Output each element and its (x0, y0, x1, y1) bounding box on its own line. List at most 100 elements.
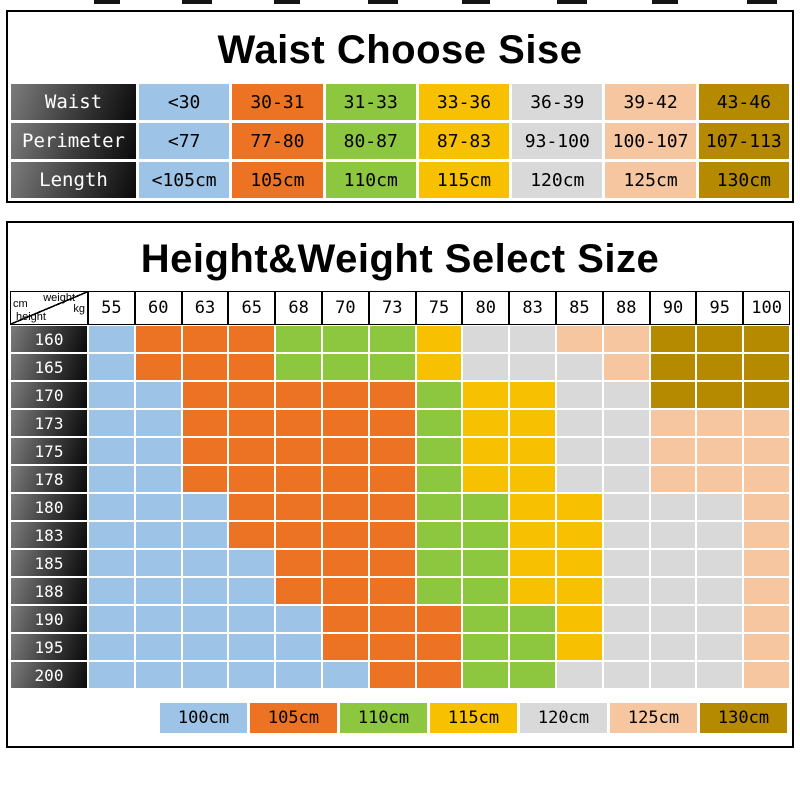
size-cell (649, 493, 697, 521)
size-cell (134, 437, 182, 465)
size-cell (462, 661, 510, 689)
waist-cell: <30 (139, 84, 230, 120)
size-cell (462, 493, 510, 521)
size-cell (368, 465, 416, 493)
size-cell (509, 633, 556, 661)
size-cell (509, 493, 556, 521)
waist-cell: 30-31 (232, 84, 323, 120)
size-cell (649, 437, 697, 465)
size-cell (555, 325, 603, 353)
weight-header-cell: 90 (649, 291, 697, 325)
size-cell (321, 605, 369, 633)
size-cell (228, 437, 276, 465)
size-chart-page: Waist Choose Sise Waist <30 30-31 31-33 33-3… (6, 0, 794, 748)
size-cell (602, 465, 650, 493)
size-cell (555, 605, 603, 633)
size-cell (275, 633, 322, 661)
size-cell (415, 437, 463, 465)
waist-row-label: Length (11, 162, 136, 198)
height-header-cell: 175 (10, 437, 88, 465)
size-cell (415, 409, 463, 437)
size-cell (181, 493, 229, 521)
size-cell (181, 381, 229, 409)
size-cell (368, 605, 416, 633)
size-cell (134, 549, 182, 577)
size-cell (509, 465, 556, 493)
size-cell (181, 465, 229, 493)
size-cell (696, 353, 744, 381)
size-cell (368, 325, 416, 353)
size-cell (649, 353, 697, 381)
legend-cell: 100cm (160, 703, 247, 733)
size-cell (134, 409, 182, 437)
size-cell (743, 409, 790, 437)
waist-cell: 80-87 (325, 123, 416, 159)
weight-axis-label: weight (43, 292, 75, 304)
size-cell (321, 661, 369, 689)
size-cell (321, 409, 369, 437)
size-cell (743, 521, 790, 549)
waist-cell: 107-113 (698, 123, 789, 159)
height-weight-panel: Height&Weight Select Size weight kg cm h… (6, 221, 794, 748)
size-cell (88, 437, 135, 465)
size-cell (181, 437, 229, 465)
size-cell (415, 353, 463, 381)
size-cell (696, 325, 744, 353)
size-cell (275, 605, 322, 633)
waist-cell: 105cm (232, 162, 323, 198)
height-header-cell: 190 (10, 605, 88, 633)
weight-header-cell: 95 (696, 291, 744, 325)
waist-cell: 120cm (512, 162, 603, 198)
weight-header-cell: 88 (602, 291, 650, 325)
waist-cell: 115cm (418, 162, 510, 198)
waist-cell: 87-83 (418, 123, 510, 159)
size-cell (462, 577, 510, 605)
waist-cell: 43-46 (698, 84, 789, 120)
size-cell (228, 493, 276, 521)
size-cell (696, 661, 744, 689)
size-cell (602, 633, 650, 661)
size-cell (602, 521, 650, 549)
size-cell (509, 381, 556, 409)
size-cell (696, 493, 744, 521)
waist-cell: 77-80 (232, 123, 323, 159)
size-cell (509, 409, 556, 437)
size-cell (181, 409, 229, 437)
size-cell (602, 605, 650, 633)
size-cell (649, 465, 697, 493)
weight-header-cell: 85 (555, 291, 603, 325)
size-cell (415, 577, 463, 605)
size-cell (228, 381, 276, 409)
size-cell (228, 521, 276, 549)
size-cell (555, 661, 603, 689)
size-cell (462, 549, 510, 577)
size-cell (649, 549, 697, 577)
size-cell (181, 521, 229, 549)
weight-header-cell: 68 (275, 291, 322, 325)
size-cell (696, 409, 744, 437)
size-cell (509, 549, 556, 577)
size-cell (462, 437, 510, 465)
waist-cell: <105cm (139, 162, 230, 198)
size-cell (602, 493, 650, 521)
size-cell (696, 465, 744, 493)
waist-table-title: Waist Choose Sise (217, 28, 583, 72)
size-cell (649, 409, 697, 437)
size-cell (555, 381, 603, 409)
size-cell (368, 493, 416, 521)
size-cell (696, 381, 744, 409)
height-header-cell: 165 (10, 353, 88, 381)
size-cell (321, 549, 369, 577)
size-cell (743, 549, 790, 577)
size-cell (368, 381, 416, 409)
size-cell (649, 605, 697, 633)
size-cell (415, 605, 463, 633)
weight-header-cell: 55 (88, 291, 135, 325)
weight-header-cell: 83 (509, 291, 556, 325)
height-axis-label: height (16, 311, 46, 323)
size-cell (743, 353, 790, 381)
waist-cell: 110cm (325, 162, 416, 198)
size-cell (555, 549, 603, 577)
size-cell (415, 493, 463, 521)
legend-cell: 115cm (430, 703, 517, 733)
